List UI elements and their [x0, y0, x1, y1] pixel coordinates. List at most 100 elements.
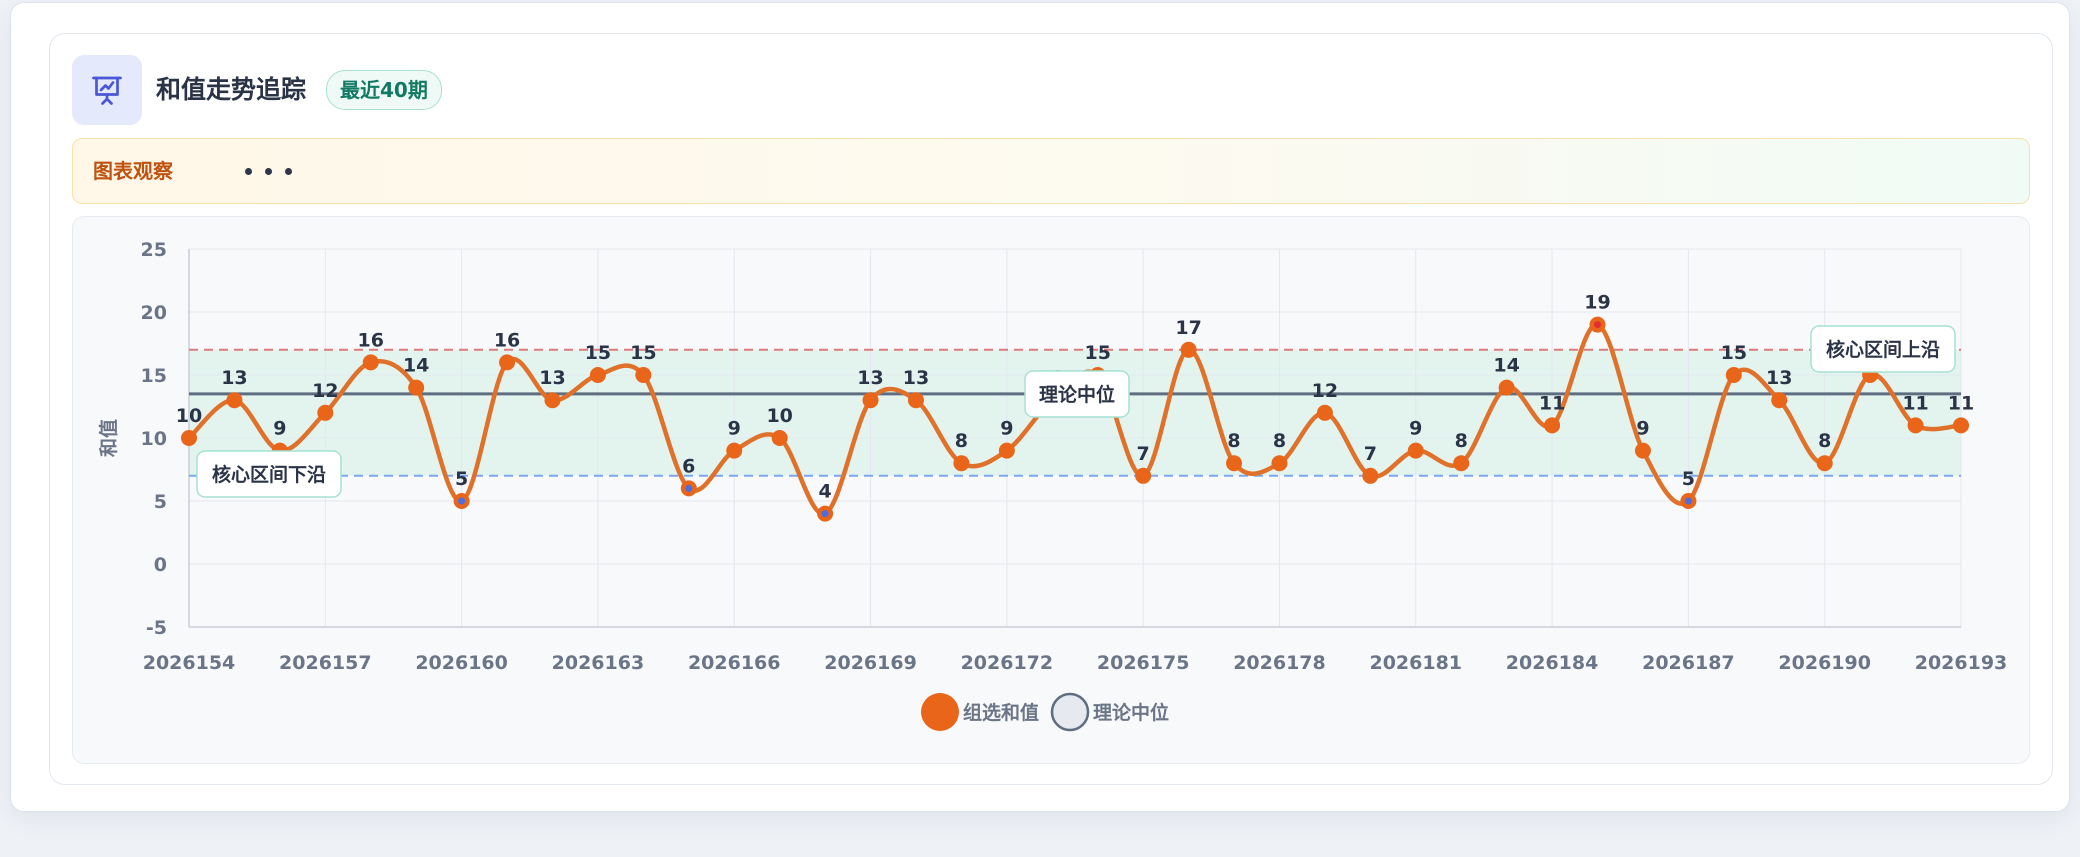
data-label: 12 [312, 380, 338, 402]
data-point [998, 442, 1015, 459]
legend-marker-median [1050, 692, 1090, 732]
data-label: 15 [1721, 342, 1747, 364]
x-tick-label: 2026160 [415, 652, 508, 674]
plot-panel: -5 0 5 10 15 20 25 2026154 2026157 2026160 2026163… [72, 216, 2030, 764]
data-point [1498, 379, 1515, 396]
x-tick-label: 2026163 [552, 652, 645, 674]
data-label: 4 [818, 481, 831, 503]
data-label: 16 [358, 329, 384, 351]
observation-label: 图表观察 [93, 159, 173, 183]
data-label: 9 [728, 418, 741, 440]
data-point [1180, 341, 1197, 358]
sum-trend-chart: -5 0 5 10 15 20 25 2026154 2026157 2026160 2026163… [97, 239, 2008, 732]
data-point [771, 430, 788, 446]
data-point [544, 392, 561, 409]
annotation-upper-box [1810, 325, 1956, 373]
data-label: 7 [1364, 443, 1377, 465]
x-tick-label: 2026154 [143, 652, 236, 674]
data-point [862, 392, 879, 409]
data-point [226, 392, 243, 409]
x-tick-label: 2026181 [1369, 652, 1462, 674]
data-label: 12 [1312, 380, 1338, 402]
legend-label-median: 理论中位 [1093, 701, 1169, 724]
x-tick-label: 2026178 [1233, 652, 1326, 674]
ellipsis-dot [245, 168, 252, 175]
chart-card: 和值走势追踪 最近40期 图表观察 -5 0 5 10 15 20 25 2026154 202… [49, 33, 2053, 785]
low-point-center [458, 497, 466, 505]
data-point [499, 354, 516, 371]
data-point [589, 367, 606, 383]
data-label: 17 [1175, 317, 1201, 339]
data-label: 10 [176, 405, 202, 427]
data-label: 9 [1409, 418, 1422, 440]
data-label: 13 [539, 367, 565, 389]
data-point [1771, 392, 1788, 409]
data-label: 19 [1584, 292, 1610, 314]
low-point-center [685, 484, 693, 492]
x-tick-label: 2026190 [1778, 652, 1871, 674]
observation-bar[interactable]: 图表观察 [72, 138, 2030, 204]
data-point [1407, 442, 1424, 459]
x-tick-label: 2026184 [1506, 652, 1599, 674]
data-point [1226, 455, 1243, 472]
annotation-lower: 核心区间下沿 [212, 463, 326, 486]
annotation-upper: 核心区间上沿 [1826, 338, 1940, 361]
y-tick-label: -5 [146, 617, 167, 639]
data-point [1907, 417, 1924, 434]
data-label: 9 [273, 418, 286, 440]
data-point [726, 442, 743, 459]
y-tick-label: 20 [141, 302, 167, 324]
data-point [1634, 442, 1651, 459]
data-point [1725, 367, 1742, 383]
x-tick-label: 2026172 [961, 652, 1054, 674]
data-label: 15 [1084, 342, 1110, 364]
x-tick-label: 2026187 [1642, 652, 1735, 674]
y-tick-label: 25 [141, 239, 167, 261]
data-label: 8 [955, 430, 968, 452]
data-label: 16 [494, 329, 520, 351]
x-tick-label: 2026175 [1097, 652, 1190, 674]
data-label: 11 [1948, 392, 1974, 414]
page-container: 和值走势追踪 最近40期 图表观察 -5 0 5 10 15 20 25 2026154 202… [10, 2, 2070, 812]
annotation-median-box [1024, 370, 1130, 418]
data-point [317, 404, 334, 421]
data-label: 8 [1818, 430, 1831, 452]
high-point-center [1594, 321, 1602, 329]
y-tick-label: 5 [154, 491, 167, 513]
annotation-lower-box [196, 450, 342, 498]
legend-marker-sum [921, 693, 959, 731]
low-point-center [821, 510, 829, 518]
data-label: 6 [682, 455, 695, 477]
data-label: 8 [1227, 430, 1240, 452]
data-point [1816, 455, 1833, 472]
data-label: 15 [585, 342, 611, 364]
legend-label-sum: 组选和值 [963, 701, 1039, 724]
data-point [1135, 467, 1152, 484]
low-point-center [1684, 497, 1692, 505]
data-point [1453, 455, 1470, 472]
annotation-median: 理论中位 [1039, 383, 1115, 406]
x-tick-label: 2026193 [1915, 652, 2008, 674]
data-point [635, 367, 652, 383]
data-point [1362, 467, 1379, 484]
data-point [362, 354, 379, 371]
data-point [1544, 417, 1561, 434]
data-label: 15 [630, 342, 656, 364]
data-label: 13 [221, 367, 247, 389]
x-tick-label: 2026157 [279, 652, 372, 674]
data-label: 14 [403, 355, 429, 377]
data-label: 5 [455, 468, 468, 490]
y-tick-label: 15 [141, 365, 167, 387]
data-label: 11 [1902, 392, 1928, 414]
data-label: 11 [1539, 392, 1565, 414]
data-point [408, 379, 425, 396]
data-label: 9 [1636, 418, 1649, 440]
data-point [953, 455, 970, 472]
data-point [1953, 417, 1969, 434]
y-tick-label: 10 [141, 428, 167, 450]
data-label: 9 [1000, 418, 1013, 440]
data-label: 8 [1273, 430, 1286, 452]
data-label: 13 [1766, 367, 1792, 389]
y-tick-label: 0 [154, 554, 167, 576]
x-tick-label: 2026166 [688, 652, 781, 674]
